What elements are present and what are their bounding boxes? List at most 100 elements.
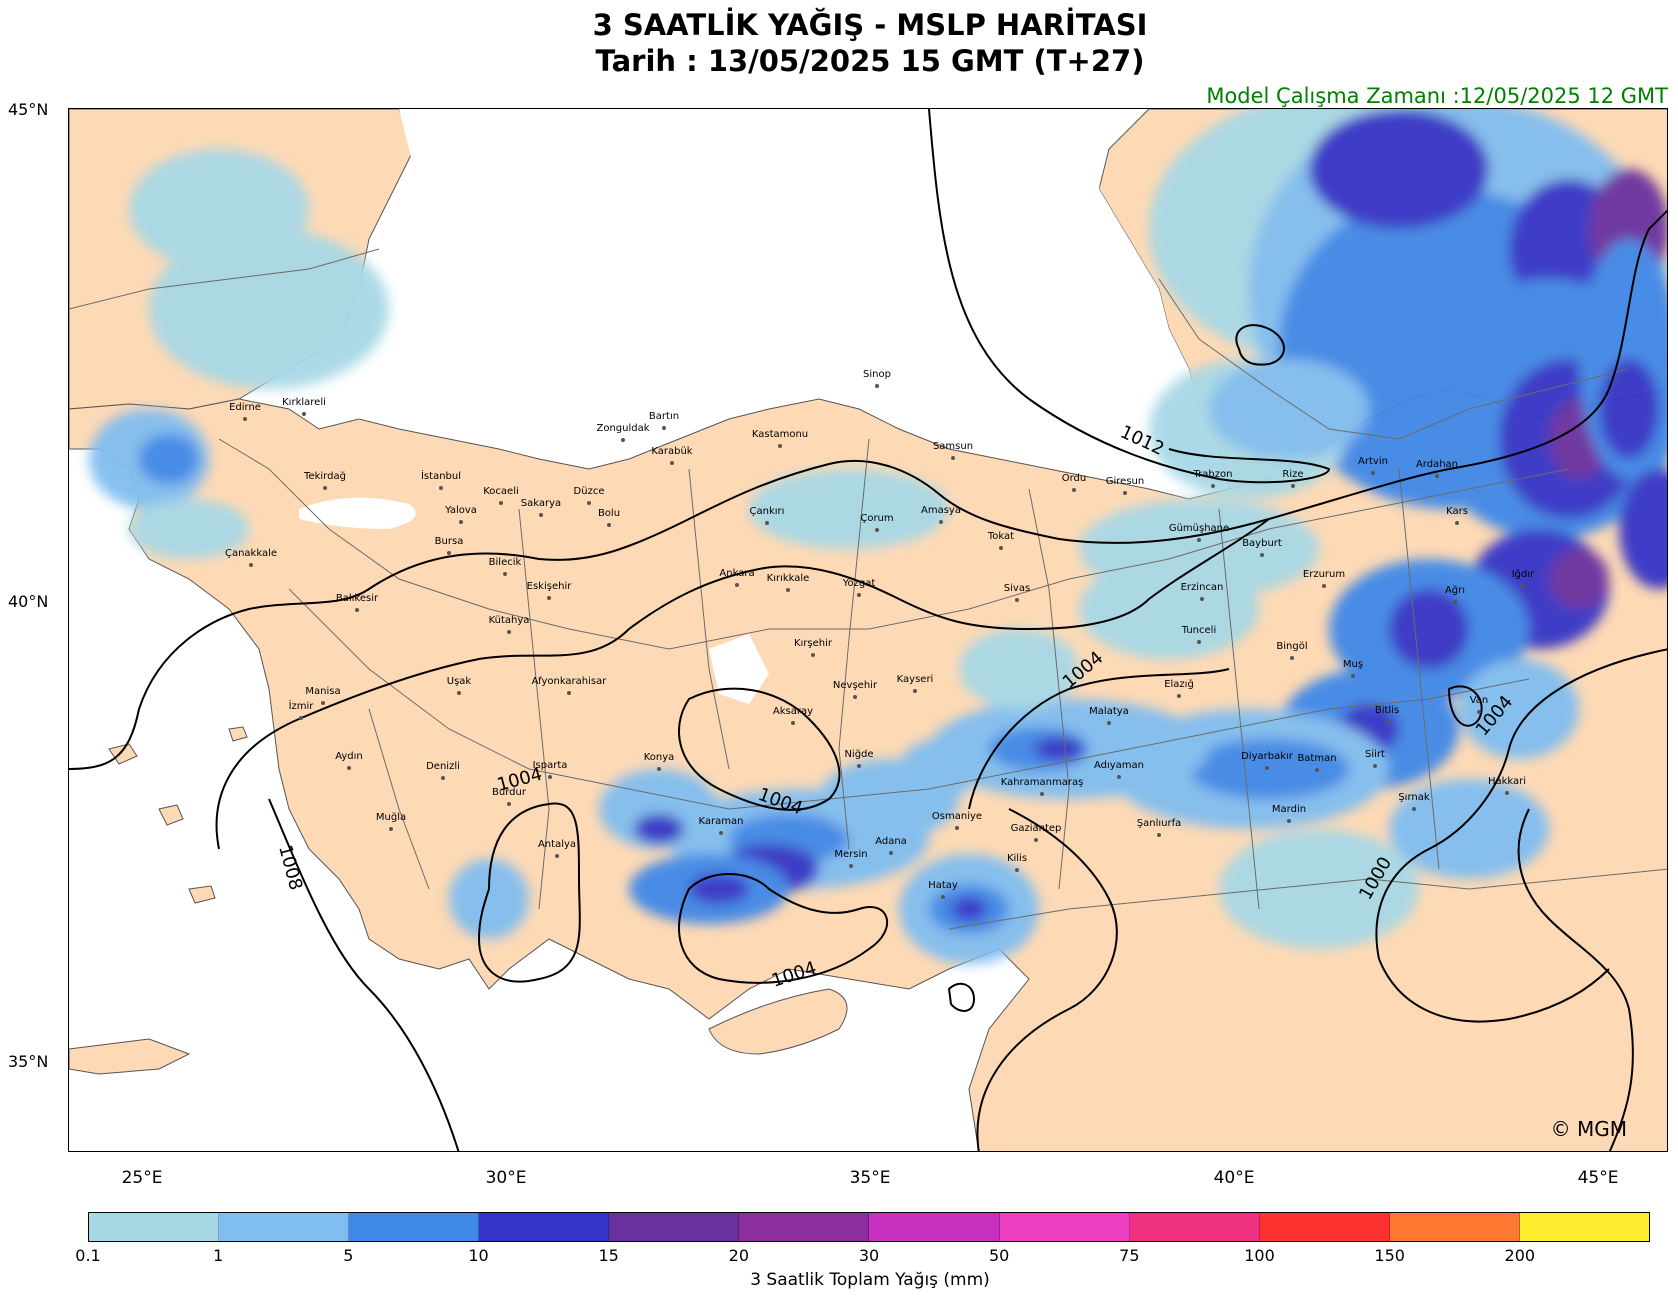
- city-label: Düzce: [574, 486, 605, 497]
- city-label: Balıkesir: [336, 593, 379, 604]
- city-marker: Yozgat: [842, 578, 875, 597]
- colorbar-segment: [609, 1213, 740, 1241]
- precip-area: [1389, 589, 1469, 669]
- city-marker: Iğdır: [1512, 568, 1535, 588]
- city-dot: [1351, 674, 1355, 678]
- city-dot: [1385, 720, 1389, 724]
- city-dot: [1265, 766, 1269, 770]
- city-marker: Bartın: [649, 411, 679, 430]
- city-dot: [1040, 792, 1044, 796]
- colorbar-tick-label: 30: [858, 1246, 880, 1265]
- city-marker: Bolu: [598, 508, 620, 527]
- city-label: Artvin: [1358, 456, 1388, 467]
- city-label: Muş: [1343, 659, 1363, 670]
- city-dot: [447, 551, 451, 555]
- city-dot: [1477, 710, 1481, 714]
- city-dot: [1107, 721, 1111, 725]
- city-marker: Uşak: [447, 676, 471, 695]
- city-dot: [778, 444, 782, 448]
- city-dot: [999, 546, 1003, 550]
- precip-area: [689, 874, 749, 904]
- city-marker: Denizli: [426, 761, 460, 780]
- colorbar-segment: [349, 1213, 480, 1241]
- precipitation-map[interactable]: 1012 1004 1004 1004 1004 1004 1008 1000 …: [68, 108, 1668, 1152]
- sea-layer: [299, 109, 1219, 704]
- city-label: Karaman: [699, 816, 744, 827]
- city-marker: Niğde: [844, 748, 874, 768]
- precip-area: [1209, 359, 1369, 459]
- city-dot: [439, 486, 443, 490]
- city-dot: [1197, 538, 1201, 542]
- city-marker: Çanakkale: [225, 548, 277, 567]
- city-dot: [1455, 521, 1459, 525]
- city-dot: [662, 426, 666, 430]
- city-dot: [503, 572, 507, 576]
- precip-area: [634, 814, 684, 844]
- city-dot: [1412, 807, 1416, 811]
- colorbar-segment: [1519, 1213, 1649, 1241]
- precip-area: [1034, 737, 1084, 761]
- city-label: Amasya: [921, 505, 961, 516]
- isobar-label-1008: 1008: [274, 843, 306, 893]
- city-label: Muğla: [376, 811, 406, 823]
- precip-area: [899, 739, 979, 799]
- city-marker: Hakkari: [1488, 776, 1526, 795]
- city-label: Çankırı: [750, 506, 785, 517]
- city-marker: Sakarya: [521, 498, 561, 517]
- city-marker: Adana: [875, 836, 907, 855]
- city-marker: Rize: [1282, 469, 1304, 488]
- city-marker: Tekirdağ: [303, 470, 346, 490]
- lat-label-45: 45°N: [8, 100, 49, 119]
- city-dot: [1197, 640, 1201, 644]
- city-dot: [1291, 484, 1295, 488]
- city-label: Ordu: [1062, 473, 1087, 484]
- city-dot: [507, 802, 511, 806]
- city-label: Kayseri: [897, 674, 934, 685]
- city-marker: Bayburt: [1242, 538, 1282, 557]
- precip-area: [129, 149, 309, 269]
- city-marker: Batman: [1297, 753, 1337, 772]
- colorbar-segment: [869, 1213, 1000, 1241]
- city-marker: Eskişehir: [527, 581, 572, 600]
- city-label: Bursa: [435, 536, 464, 547]
- city-label: Gümüşhane: [1169, 523, 1229, 534]
- city-dot: [719, 831, 723, 835]
- colorbar-tick-label: 0.1: [75, 1246, 101, 1265]
- city-label: Kütahya: [489, 615, 530, 626]
- city-dot: [939, 520, 943, 524]
- city-label: Sivas: [1004, 583, 1030, 594]
- city-label: Bolu: [598, 508, 620, 519]
- city-marker: Mardin: [1272, 804, 1306, 823]
- city-label: Kahramanmaraş: [1001, 777, 1084, 788]
- precip-area: [1599, 359, 1659, 459]
- city-label: Sinop: [863, 369, 891, 380]
- colorbar-segment: [739, 1213, 870, 1241]
- city-label: Konya: [644, 752, 675, 763]
- city-dot: [955, 826, 959, 830]
- city-label: Antalya: [538, 839, 576, 850]
- city-label: Zonguldak: [596, 423, 649, 434]
- city-dot: [765, 521, 769, 525]
- city-marker: Afyonkarahisar: [532, 676, 607, 695]
- city-marker: Osmaniye: [932, 811, 982, 830]
- colorbar-tick-label: 200: [1504, 1246, 1536, 1265]
- city-label: Denizli: [426, 761, 460, 772]
- precip-area: [449, 859, 529, 939]
- colorbar-tick-label: 50: [988, 1246, 1010, 1265]
- city-label: İzmir: [289, 699, 315, 712]
- colorbar-tick-label: 1: [213, 1246, 224, 1265]
- city-marker: Karabük: [651, 446, 693, 465]
- city-dot: [889, 851, 893, 855]
- city-label: Kocaeli: [483, 486, 519, 497]
- colorbar-segment: [999, 1213, 1130, 1241]
- city-marker: Erzurum: [1303, 569, 1345, 588]
- city-dot: [555, 854, 559, 858]
- city-marker: Samsun: [933, 441, 973, 460]
- city-label: Giresun: [1106, 476, 1144, 487]
- colorbar-segment: [89, 1213, 220, 1241]
- city-marker: Gümüşhane: [1169, 523, 1229, 542]
- map-canvas: 1012 1004 1004 1004 1004 1004 1008 1000 …: [69, 109, 1667, 1151]
- city-marker: Kocaeli: [483, 486, 519, 505]
- city-marker: Burdur: [492, 787, 527, 806]
- city-marker: Malatya: [1089, 706, 1129, 725]
